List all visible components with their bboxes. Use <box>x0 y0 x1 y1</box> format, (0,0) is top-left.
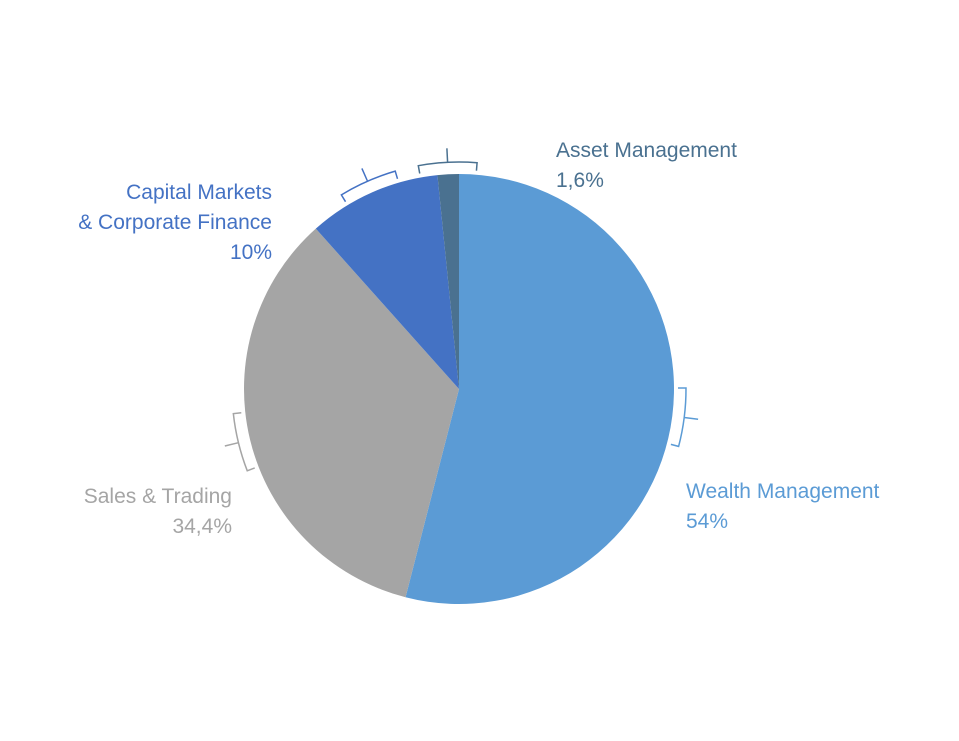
slice-label: Wealth Management 54% <box>686 477 879 537</box>
slice-label: Asset Management 1,6% <box>556 136 737 196</box>
leader-bracket <box>417 148 478 174</box>
leader-bracket <box>670 387 699 448</box>
pie-slice <box>315 175 459 389</box>
pie-slice <box>244 228 459 598</box>
value-label: 10% <box>229 241 272 264</box>
leader-bracket <box>340 168 399 203</box>
value-label: 54% <box>686 510 729 533</box>
leader-bracket <box>224 412 255 472</box>
category-label: Asset Management <box>556 139 737 162</box>
category-label: Capital Markets & Corporate Finance <box>78 181 272 234</box>
value-label: 1,6% <box>556 169 604 192</box>
slice-label: Sales & Trading 34,4% <box>84 482 232 542</box>
category-label: Sales & Trading <box>83 485 232 508</box>
pie-slice <box>437 174 459 389</box>
category-label: Wealth Management <box>686 480 880 503</box>
pie-slice <box>405 174 674 604</box>
value-label: 34,4% <box>172 515 232 538</box>
slice-label: Capital Markets & Corporate Finance 10% <box>78 178 272 268</box>
